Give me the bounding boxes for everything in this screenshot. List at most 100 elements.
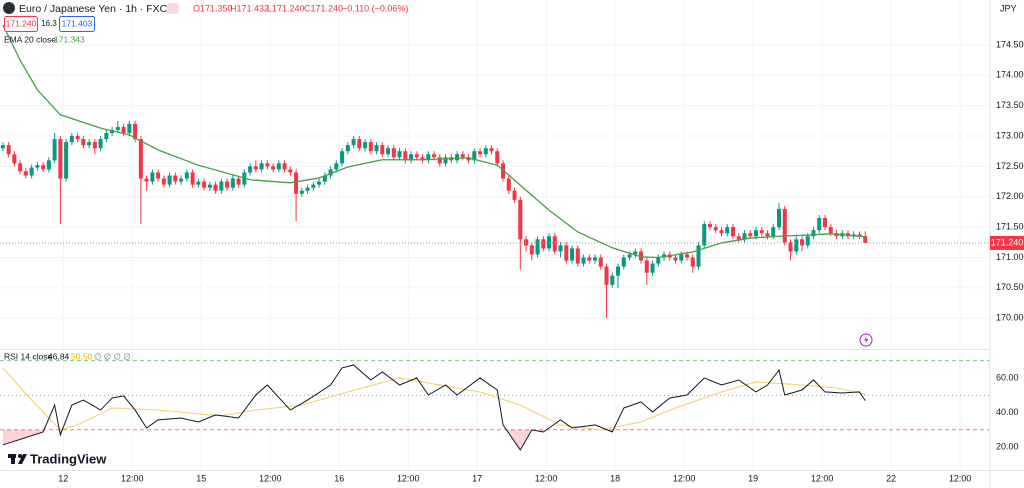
candle-body	[420, 157, 425, 161]
ohlc-close: C171.240	[304, 3, 343, 13]
x-tick-label: 18	[610, 473, 620, 483]
x-tick-label: 19	[748, 473, 758, 483]
candle-body	[627, 254, 632, 258]
candle-body	[799, 239, 805, 246]
candle-body	[357, 139, 362, 149]
candle-body	[432, 154, 437, 158]
candle-body	[334, 163, 339, 170]
candle-body	[736, 236, 741, 240]
candle-body	[403, 151, 408, 161]
candle-body	[104, 133, 109, 140]
candle-body	[81, 139, 86, 146]
candle-body	[414, 154, 419, 158]
last-price-label: 171.240	[991, 237, 1024, 247]
candle-body	[564, 245, 569, 261]
symbol-title[interactable]: Euro / Japanese Yen · 1h · FXCM	[19, 3, 176, 15]
candle-body	[696, 245, 701, 267]
candle-body	[518, 199, 523, 240]
candle-body	[75, 136, 80, 140]
candle-body	[731, 227, 736, 237]
candle-body	[575, 248, 580, 264]
alert-bolt	[864, 336, 869, 344]
candle-body	[753, 230, 759, 237]
candle-body	[173, 175, 178, 182]
candle-body	[581, 257, 586, 264]
x-tick-label: 12	[58, 473, 68, 483]
x-tick-label: 16	[334, 473, 344, 483]
candle-body	[374, 145, 379, 152]
candle-body	[610, 275, 615, 285]
candle-body	[437, 157, 442, 164]
candle-body	[466, 157, 471, 161]
candle-body	[506, 178, 511, 191]
sell-button[interactable]	[4, 16, 38, 32]
rsi-legend[interactable]: RSI 14 close	[4, 351, 52, 361]
candle-body	[455, 154, 460, 161]
candle-body	[742, 233, 747, 240]
candle-body	[253, 166, 258, 170]
candle-body	[483, 148, 488, 155]
candle-body	[472, 151, 477, 161]
candle-body	[460, 154, 465, 158]
currency[interactable]: JPY	[1000, 3, 1017, 13]
candle-body	[386, 148, 391, 155]
candle-body	[512, 190, 517, 200]
candle-body	[150, 172, 155, 182]
candle-body	[552, 236, 557, 252]
y-tick-label: 174.000	[996, 70, 1024, 80]
candle-body	[202, 181, 207, 188]
candle-body	[46, 160, 51, 170]
rsi-line	[2, 364, 866, 451]
candle-body	[633, 251, 638, 255]
candle-body	[156, 172, 161, 179]
candle-body	[265, 163, 270, 167]
x-tick-label: 17	[472, 473, 482, 483]
candle-body	[794, 239, 799, 252]
candle-body	[805, 236, 810, 246]
x-tick-label: 12:00	[811, 473, 834, 483]
candle-body	[133, 123, 138, 140]
candle-body	[23, 171, 28, 176]
candle-body	[41, 165, 46, 170]
candle-body	[368, 142, 373, 152]
candle-body	[98, 139, 103, 149]
symbol-icon[interactable]	[3, 2, 15, 14]
candle-body	[52, 139, 57, 161]
x-tick-label: 15	[196, 473, 206, 483]
candle-body	[29, 167, 34, 176]
candle-body	[64, 142, 69, 179]
ask-price[interactable]: 171.403	[62, 18, 93, 28]
candle-body	[788, 242, 793, 252]
y-tick-label: 40.00	[996, 407, 1019, 417]
candle-body	[409, 154, 414, 161]
candle-body	[236, 178, 241, 185]
candle-body	[621, 257, 626, 267]
candle-body	[58, 139, 63, 179]
candle-body	[179, 178, 184, 182]
candle-body	[115, 126, 120, 130]
candle-body	[87, 142, 92, 146]
candle-body	[759, 230, 764, 234]
y-tick-label: 172.500	[996, 161, 1024, 171]
ema-legend[interactable]: EMA 20 close	[4, 34, 56, 44]
buy-button[interactable]	[59, 16, 95, 32]
candle-body	[305, 187, 310, 191]
ohlc-low: L171.240	[267, 3, 305, 13]
y-tick-label: 20.00	[996, 441, 1019, 451]
candle-body	[587, 257, 592, 261]
market-status[interactable]	[167, 3, 179, 14]
candle-body	[489, 148, 494, 152]
candle-body	[138, 139, 143, 179]
candle-body	[719, 230, 724, 234]
candle-body	[598, 257, 603, 267]
logo-mark	[18, 454, 27, 464]
candle-body	[35, 165, 40, 168]
watermark: TradingView	[30, 451, 107, 466]
bid-price[interactable]: 171.240	[6, 18, 37, 28]
ema-value: 171.343	[54, 34, 85, 44]
x-tick-label: 22	[886, 473, 896, 483]
candle-body	[351, 139, 356, 146]
candle-body	[225, 181, 230, 188]
